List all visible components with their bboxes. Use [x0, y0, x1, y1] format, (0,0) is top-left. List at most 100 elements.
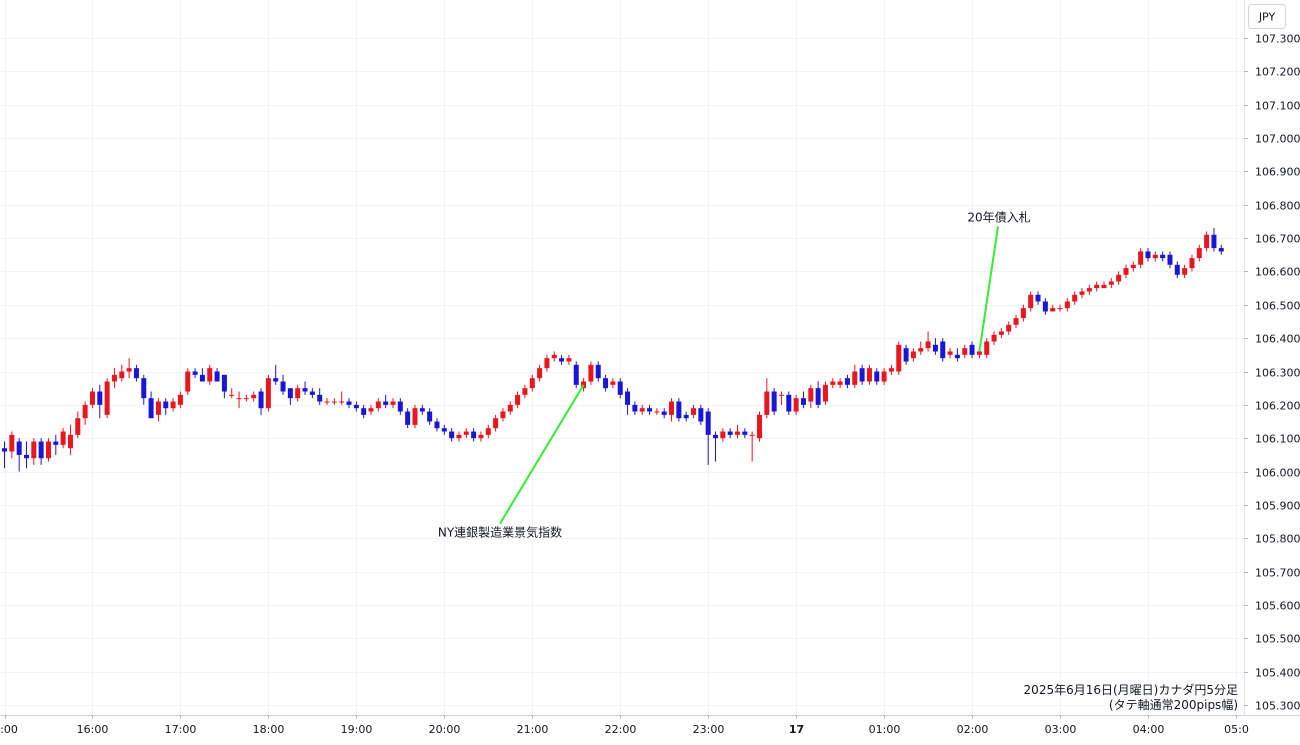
- candle: [449, 428, 455, 442]
- candle-body: [214, 371, 220, 382]
- chart-caption: 2025年6月16日(月曜日)カナダ円5分足 (タテ軸通常200pips幅): [1024, 682, 1238, 712]
- candle: [683, 411, 689, 422]
- candle: [434, 418, 440, 432]
- candle: [654, 408, 660, 415]
- candle: [38, 438, 44, 465]
- candle-body: [991, 334, 997, 342]
- annotation-label: 20年債入札: [967, 209, 1030, 224]
- candle-body: [815, 388, 821, 405]
- candle: [53, 434, 59, 455]
- candle-body: [199, 374, 205, 382]
- candle-body: [9, 434, 15, 452]
- candle-body: [258, 391, 264, 409]
- candle-body: [309, 391, 315, 395]
- candle: [647, 404, 653, 415]
- y-tick-label: 106.100: [1255, 433, 1300, 446]
- candle: [610, 378, 616, 389]
- candle-body: [251, 394, 257, 399]
- candle: [954, 348, 960, 362]
- candle-body: [339, 401, 345, 403]
- candle-body: [1160, 254, 1166, 259]
- caption-line-2: (タテ軸通常200pips幅): [1109, 697, 1238, 712]
- candle-body: [331, 401, 337, 403]
- candle: [60, 428, 66, 449]
- candle-body: [647, 408, 653, 412]
- candle: [111, 368, 117, 389]
- candle-body: [603, 378, 609, 389]
- candle-body: [735, 431, 740, 435]
- candle-body: [434, 421, 440, 429]
- candle-body: [698, 408, 704, 422]
- x-tick-label: 19:00: [341, 723, 373, 736]
- candle-body: [537, 368, 543, 379]
- candle: [273, 364, 279, 385]
- candle-body: [566, 358, 572, 362]
- candle: [478, 431, 484, 442]
- candle-body: [822, 384, 828, 402]
- candle-body: [243, 398, 249, 400]
- currency-badge[interactable]: JPY: [1248, 4, 1286, 29]
- candle: [1079, 288, 1085, 299]
- candle: [537, 364, 543, 382]
- candle-body: [800, 398, 806, 405]
- candle: [771, 388, 777, 415]
- candle: [617, 378, 623, 399]
- candle: [720, 428, 726, 442]
- candle-body: [522, 388, 528, 395]
- candle: [559, 354, 565, 365]
- candle: [910, 348, 916, 362]
- price-axis: 107.300 107.200 107.100 107.000 106.900 106.8…: [1244, 33, 1300, 713]
- candle: [243, 394, 249, 402]
- candle: [742, 428, 748, 439]
- candle: [1196, 244, 1202, 262]
- candle: [1028, 291, 1034, 312]
- candle: [764, 378, 770, 419]
- candle: [9, 431, 15, 459]
- candle-body: [383, 401, 389, 405]
- candle-body: [1072, 294, 1078, 302]
- candle: [866, 364, 872, 385]
- y-tick-label: 106.900: [1255, 166, 1300, 179]
- candle: [1057, 304, 1063, 312]
- candle-body: [654, 411, 660, 413]
- candle-body: [280, 381, 286, 392]
- candle: [969, 341, 975, 359]
- candle: [1086, 284, 1092, 295]
- candle-body: [976, 351, 982, 355]
- candle: [778, 391, 784, 405]
- candle-body: [500, 411, 506, 419]
- candle: [229, 388, 235, 399]
- candle-body: [1013, 318, 1019, 325]
- currency-label: JPY: [1258, 11, 1276, 24]
- annotations: NY連銀製造業景気指数 20年債入札: [438, 209, 1031, 539]
- candle: [984, 338, 990, 359]
- candle-body: [1028, 294, 1034, 309]
- candle-body: [529, 378, 535, 389]
- candle: [485, 424, 491, 439]
- candle-body: [1211, 234, 1217, 249]
- candle-body: [932, 344, 938, 352]
- candle-body: [463, 431, 469, 435]
- candle-body: [1108, 281, 1114, 285]
- candle: [427, 408, 433, 425]
- candle-body: [229, 394, 235, 396]
- candle: [119, 364, 125, 382]
- candle: [632, 401, 638, 415]
- candle-body: [918, 348, 924, 352]
- candle-body: [1064, 301, 1070, 309]
- candle-body: [478, 434, 484, 439]
- candle: [705, 408, 711, 465]
- candle-body: [588, 364, 594, 382]
- candle: [669, 398, 675, 422]
- candle-body: [610, 381, 616, 385]
- candle-body: [793, 398, 799, 412]
- candle: [192, 368, 198, 379]
- candle: [808, 384, 814, 409]
- candle-body: [287, 388, 293, 399]
- candle-body: [2, 448, 7, 452]
- candle-body: [756, 414, 762, 439]
- candle-body: [720, 431, 726, 439]
- y-tick-label: 105.500: [1255, 633, 1300, 646]
- candle: [1138, 248, 1144, 269]
- candle: [507, 401, 513, 415]
